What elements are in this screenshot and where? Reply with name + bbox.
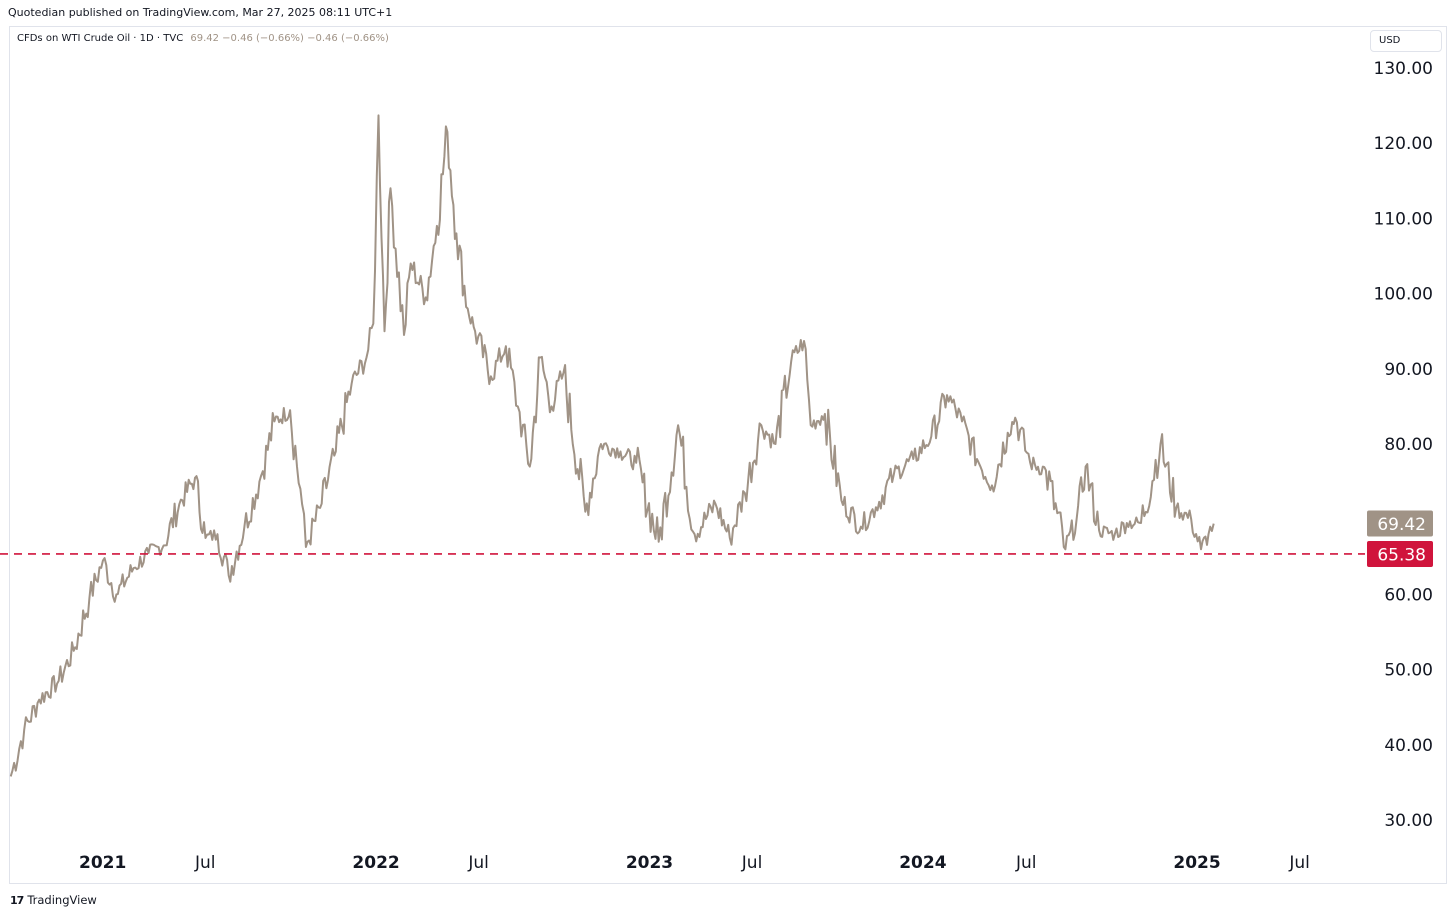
y-tick-label: 90.00	[1384, 360, 1433, 380]
support-price-label: 65.38	[1377, 545, 1426, 565]
footer-brand[interactable]: TradingView	[27, 893, 97, 907]
support-price-label-bg	[1367, 540, 1433, 567]
x-tick-label: 2025	[1173, 853, 1220, 873]
plot-area[interactable]	[0, 114, 1365, 777]
y-tick-label: 40.00	[1384, 736, 1433, 756]
y-tick-label: 50.00	[1384, 661, 1433, 681]
x-tick-label: Jul	[467, 853, 489, 873]
x-tick-label: 2023	[626, 853, 673, 873]
x-tick-label: Jul	[741, 853, 763, 873]
footer: 17 TradingView	[10, 893, 97, 907]
last-price-label-bg	[1367, 510, 1433, 537]
symbol-title[interactable]: CFDs on WTI Crude Oil · 1D · TVC	[17, 33, 184, 44]
x-tick-label: Jul	[194, 853, 216, 873]
y-tick-label: 100.00	[1374, 285, 1433, 305]
x-tick-label: 2022	[352, 853, 399, 873]
x-axis[interactable]: 2021 Jul 2022 Jul 2023 Jul 2024 Jul 2025 Jul	[79, 853, 1310, 873]
y-tick-label: 30.00	[1384, 811, 1433, 831]
y-axis[interactable]: 30.0040.0050.0060.0070.0080.0090.00100.0…	[1374, 59, 1433, 831]
price-labels: 69.42 65.38	[1367, 510, 1433, 567]
symbol-legend: CFDs on WTI Crude Oil · 1D · TVC 69.42 −…	[17, 33, 389, 44]
y-tick-label: 130.00	[1374, 59, 1433, 79]
tradingview-logo-icon[interactable]: 17	[10, 893, 24, 907]
currency-button[interactable]: USD	[1370, 30, 1442, 52]
x-tick-label: Jul	[1015, 853, 1037, 873]
chart-frame	[9, 26, 1447, 884]
x-tick-label: 2024	[899, 853, 946, 873]
x-tick-label: Jul	[1288, 853, 1310, 873]
publish-info: Quotedian published on TradingView.com, …	[8, 6, 393, 19]
y-tick-label: 80.00	[1384, 435, 1433, 455]
price-series-line[interactable]	[9, 114, 1215, 777]
legend-values: 69.42 −0.46 (−0.66%) −0.46 (−0.66%)	[190, 33, 389, 44]
y-tick-label: 120.00	[1374, 134, 1433, 154]
last-price-label: 69.42	[1377, 515, 1426, 535]
y-tick-label: 110.00	[1374, 209, 1433, 229]
x-tick-label: 2021	[79, 853, 126, 873]
y-tick-label: 60.00	[1384, 585, 1433, 605]
